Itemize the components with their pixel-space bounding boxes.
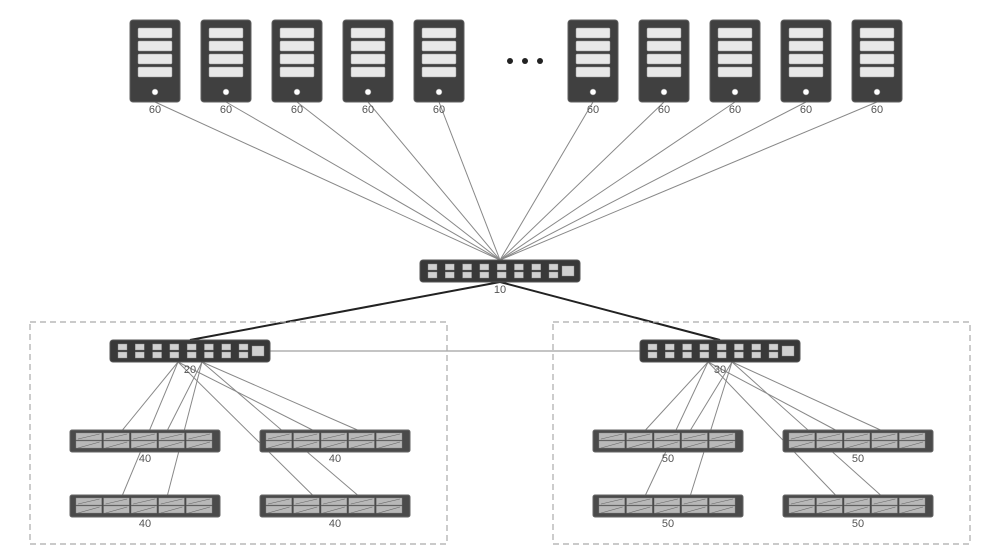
device-label: 10: [420, 284, 580, 296]
device-label: 40: [260, 453, 410, 465]
device-label: 60: [130, 104, 180, 116]
switch-icon: [420, 260, 580, 282]
device-label: 50: [593, 518, 743, 530]
device-label: 60: [343, 104, 393, 116]
switch-icon: [640, 340, 800, 362]
device-label: 60: [272, 104, 322, 116]
device-label: 40: [70, 518, 220, 530]
device-label: 60: [639, 104, 689, 116]
device-label: 50: [783, 518, 933, 530]
device-label: 40: [260, 518, 410, 530]
switch-icon: [110, 340, 270, 362]
device-label: 60: [852, 104, 902, 116]
device-label: 60: [781, 104, 831, 116]
device-label: 60: [710, 104, 760, 116]
device-label: 20: [110, 364, 270, 376]
device-label: 60: [414, 104, 464, 116]
device-label: 40: [70, 453, 220, 465]
device-label: 50: [783, 453, 933, 465]
device-label: 50: [593, 453, 743, 465]
topology-diagram: [0, 0, 1000, 560]
device-label: 60: [568, 104, 618, 116]
device-label: 30: [640, 364, 800, 376]
device-label: 60: [201, 104, 251, 116]
